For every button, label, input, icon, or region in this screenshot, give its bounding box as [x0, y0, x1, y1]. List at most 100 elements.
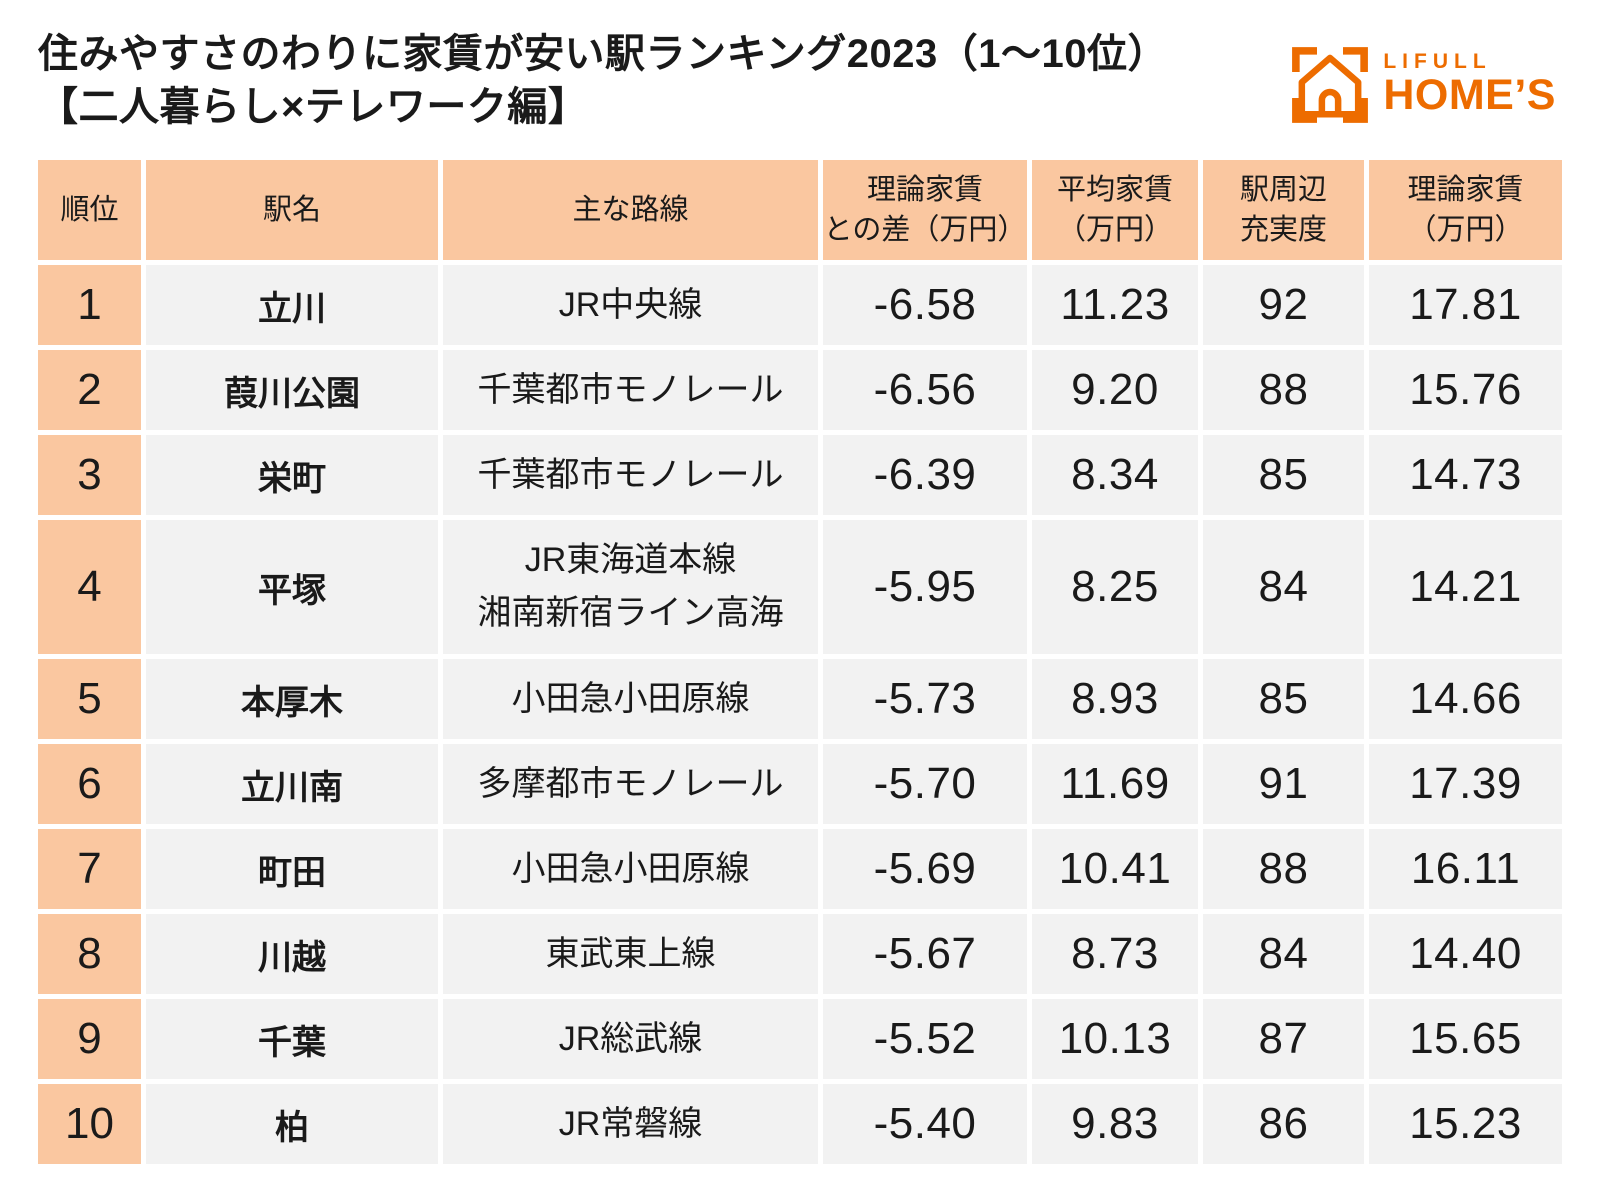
- theoretical-rent-cell: 16.11: [1369, 829, 1562, 909]
- column-header-rank: 順位: [38, 160, 141, 260]
- column-header-average-rent: 平均家賃 （万円）: [1032, 160, 1198, 260]
- column-header-main-lines: 主な路線: [443, 160, 818, 260]
- rank-cell: 3: [38, 435, 141, 515]
- rank-cell: 5: [38, 659, 141, 739]
- theoretical-rent-cell: 14.66: [1369, 659, 1562, 739]
- rank-cell: 1: [38, 265, 141, 345]
- column-header-text: 駅名: [262, 193, 321, 226]
- theoretical-rent-cell: 14.40: [1369, 914, 1562, 994]
- station-name-cell: 千葉: [146, 999, 438, 1079]
- average-rent-cell: 8.25: [1032, 520, 1198, 654]
- lifull-homes-logo: LIFULL HOME’S: [1291, 46, 1556, 124]
- main-line-text: JR東海道本線: [524, 541, 737, 580]
- average-rent-cell: 9.20: [1032, 350, 1198, 430]
- main-line-text: JR中央線: [558, 285, 703, 324]
- main-line-cell: JR常磐線: [443, 1084, 818, 1164]
- main-line-cell: JR総武線: [443, 999, 818, 1079]
- station-name-cell: 町田: [146, 829, 438, 909]
- column-header-diff-from-theoretical-rent: 理論家賃 との差（万円）: [823, 160, 1027, 260]
- column-header-theoretical-rent: 理論家賃 （万円）: [1369, 160, 1562, 260]
- column-header-text: 充実度: [1239, 214, 1327, 246]
- ranking-table: 順位 駅名 主な路線 理論家賃 との差（万円） 平均家賃 （万円） 駅周辺 充実…: [38, 160, 1562, 1164]
- station-area-score-cell: 87: [1203, 999, 1364, 1079]
- station-name-cell: 立川南: [146, 744, 438, 824]
- rank-cell: 8: [38, 914, 141, 994]
- page-header: 住みやすさのわりに家賃が安い駅ランキング2023（1～10位） 【二人暮らし×テ…: [38, 28, 1562, 134]
- station-area-score-cell: 85: [1203, 659, 1364, 739]
- average-rent-cell: 10.13: [1032, 999, 1198, 1079]
- column-header-text: 主な路線: [572, 193, 689, 226]
- column-header-text: 駅周辺: [1239, 173, 1327, 206]
- theoretical-rent-cell: 15.65: [1369, 999, 1562, 1079]
- rank-cell: 10: [38, 1084, 141, 1164]
- main-line-text: 小田急小田原線: [511, 849, 750, 888]
- homes-house-icon: [1292, 47, 1369, 123]
- rank-cell: 7: [38, 829, 141, 909]
- main-line-cell: 東武東上線: [443, 914, 818, 994]
- main-line-text: 小田急小田原線: [511, 679, 750, 718]
- main-line-cell: 多摩都市モノレール: [443, 744, 818, 824]
- rent-diff-cell: -5.67: [823, 914, 1027, 994]
- station-name-cell: 川越: [146, 914, 438, 994]
- station-area-score-cell: 85: [1203, 435, 1364, 515]
- main-line-text: JR常磐線: [558, 1104, 703, 1143]
- main-line-cell: 千葉都市モノレール: [443, 435, 818, 515]
- column-header-text: （万円）: [1056, 214, 1173, 246]
- rank-cell: 2: [38, 350, 141, 430]
- logo-wordmark: LIFULL HOME’S: [1383, 51, 1556, 118]
- station-area-score-cell: 84: [1203, 520, 1364, 654]
- station-area-score-cell: 86: [1203, 1084, 1364, 1164]
- rank-cell: 9: [38, 999, 141, 1079]
- station-name-cell: 栄町: [146, 435, 438, 515]
- rent-diff-cell: -5.73: [823, 659, 1027, 739]
- main-line-cell: JR東海道本線 湘南新宿ライン高海: [443, 520, 818, 654]
- page-title: 住みやすさのわりに家賃が安い駅ランキング2023（1～10位） 【二人暮らし×テ…: [38, 28, 1168, 134]
- column-header-station: 駅名: [146, 160, 438, 260]
- station-area-score-cell: 92: [1203, 265, 1364, 345]
- main-line-cell: JR中央線: [443, 265, 818, 345]
- rent-diff-cell: -5.95: [823, 520, 1027, 654]
- station-name-cell: 柏: [146, 1084, 438, 1164]
- average-rent-cell: 11.69: [1032, 744, 1198, 824]
- column-header-text: 理論家賃: [866, 173, 983, 206]
- main-line-cell: 小田急小田原線: [443, 829, 818, 909]
- column-header-station-area-score: 駅周辺 充実度: [1203, 160, 1364, 260]
- rent-diff-cell: -5.69: [823, 829, 1027, 909]
- average-rent-cell: 9.83: [1032, 1084, 1198, 1164]
- column-header-text: 理論家賃: [1407, 173, 1524, 206]
- theoretical-rent-cell: 15.76: [1369, 350, 1562, 430]
- logo-homes-text: HOME’S: [1383, 71, 1556, 120]
- column-header-text: 平均家賃: [1056, 173, 1173, 206]
- theoretical-rent-cell: 17.81: [1369, 265, 1562, 345]
- main-line-text: JR総武線: [558, 1019, 703, 1058]
- column-header-text: （万円）: [1407, 214, 1524, 246]
- average-rent-cell: 8.93: [1032, 659, 1198, 739]
- column-header-text: との差（万円）: [823, 214, 1027, 246]
- main-line-text: 湘南新宿ライン高海: [477, 594, 784, 632]
- station-area-score-cell: 91: [1203, 744, 1364, 824]
- average-rent-cell: 8.34: [1032, 435, 1198, 515]
- main-line-text: 多摩都市モノレール: [477, 764, 784, 803]
- column-header-text: 順位: [60, 193, 119, 226]
- main-line-text: 東武東上線: [545, 934, 716, 973]
- page-title-line-2: 【二人暮らし×テレワーク編】: [38, 85, 589, 130]
- page-title-line-1: 住みやすさのわりに家賃が安い駅ランキング2023（1～10位）: [38, 32, 1169, 76]
- station-area-score-cell: 88: [1203, 829, 1364, 909]
- average-rent-cell: 11.23: [1032, 265, 1198, 345]
- rent-diff-cell: -5.70: [823, 744, 1027, 824]
- station-area-score-cell: 88: [1203, 350, 1364, 430]
- rank-cell: 6: [38, 744, 141, 824]
- station-name-cell: 平塚: [146, 520, 438, 654]
- logo-lifull-text: LIFULL: [1383, 50, 1492, 74]
- rent-diff-cell: -5.52: [823, 999, 1027, 1079]
- rent-diff-cell: -6.56: [823, 350, 1027, 430]
- main-line-text: 千葉都市モノレール: [477, 455, 784, 494]
- theoretical-rent-cell: 17.39: [1369, 744, 1562, 824]
- rent-diff-cell: -6.58: [823, 265, 1027, 345]
- average-rent-cell: 8.73: [1032, 914, 1198, 994]
- rent-diff-cell: -6.39: [823, 435, 1027, 515]
- rent-diff-cell: -5.40: [823, 1084, 1027, 1164]
- station-name-cell: 立川: [146, 265, 438, 345]
- rank-cell: 4: [38, 520, 141, 654]
- theoretical-rent-cell: 14.73: [1369, 435, 1562, 515]
